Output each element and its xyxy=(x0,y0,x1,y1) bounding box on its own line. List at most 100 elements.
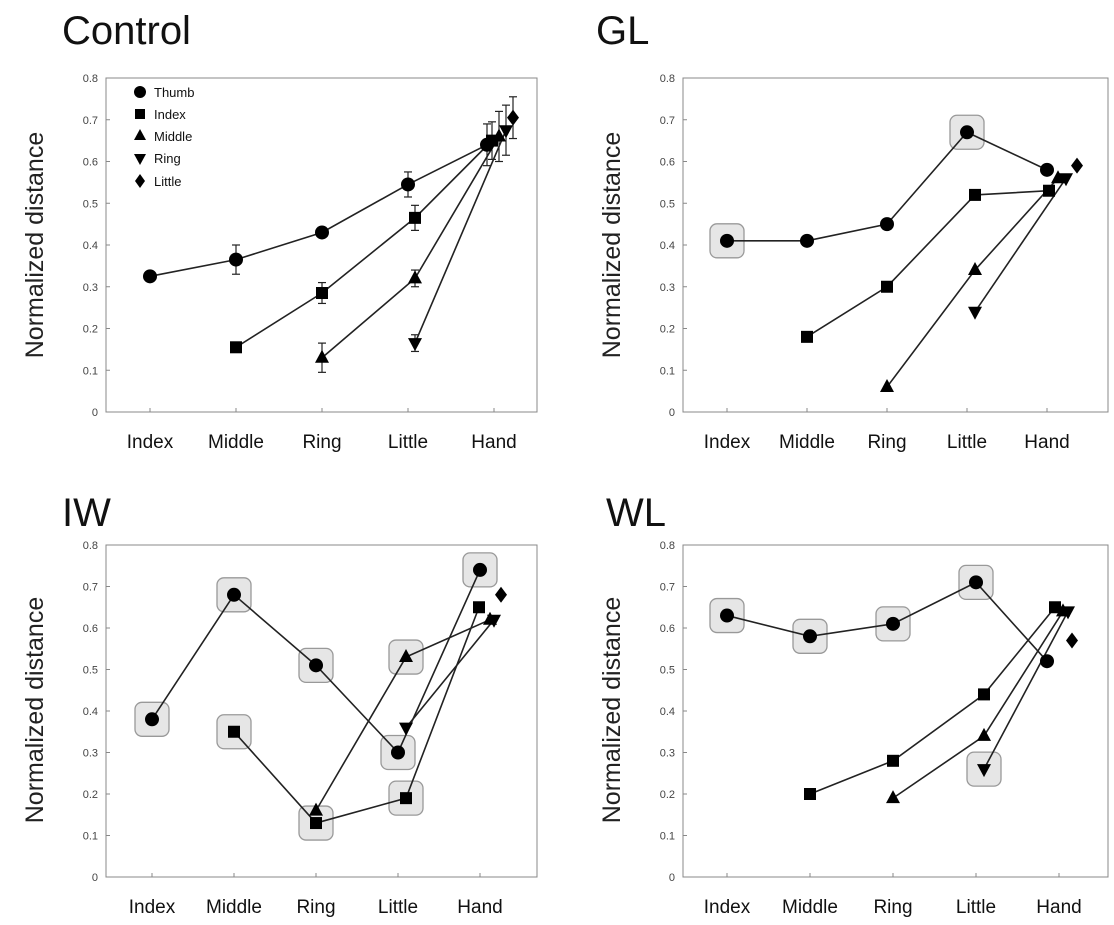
x-ticks-gl: Index Middle Ring Little Hand xyxy=(704,408,1070,453)
data-point-circle xyxy=(800,233,814,248)
y-tick-label: 0.8 xyxy=(83,540,98,552)
x-tick-label: Ring xyxy=(302,432,341,453)
data-point-triangle-down xyxy=(977,764,991,778)
x-tick-label: Index xyxy=(129,897,176,918)
data-point-diamond xyxy=(1066,632,1078,649)
x-tick-label: Middle xyxy=(206,897,262,918)
y-tick-label: 0.2 xyxy=(83,324,98,336)
y-tick-label: 0.3 xyxy=(83,748,98,760)
data-point-triangle-down xyxy=(1061,606,1075,620)
x-tick-label: Hand xyxy=(457,897,502,918)
data-point-circle xyxy=(803,629,817,644)
panel-title-wl: WL xyxy=(606,491,666,535)
y-tick-label: 0.5 xyxy=(660,198,675,210)
series-line-s3 xyxy=(405,619,495,729)
x-tick-label: Little xyxy=(388,432,428,453)
data-point-circle xyxy=(1040,162,1054,177)
data-point-triangle-up xyxy=(315,349,329,363)
y-tick-label: 0.3 xyxy=(83,282,98,294)
panel-title-iw: IW xyxy=(62,491,111,535)
legend-control: Thumb Index Middle Ring Little xyxy=(134,85,194,189)
y-tick-label: 0 xyxy=(92,407,98,419)
y-tick-label: 0 xyxy=(669,407,675,419)
y-tick-label: 0.5 xyxy=(660,665,675,677)
y-tick-label: 0.1 xyxy=(660,365,675,377)
y-tick-label: 0.8 xyxy=(83,73,98,85)
data-point-square xyxy=(316,287,328,300)
y-ticks-iw: 0 0.1 0.2 0.3 0.4 0.5 0.6 0.7 0.8 xyxy=(83,540,110,884)
marker-layer xyxy=(143,109,519,363)
x-tick-label: Middle xyxy=(782,897,838,918)
y-tick-label: 0.7 xyxy=(660,115,675,127)
y-tick-label: 0 xyxy=(92,872,98,884)
y-tick-label: 0.2 xyxy=(83,789,98,801)
x-tick-label: Middle xyxy=(208,432,264,453)
series-line-s3 xyxy=(974,177,1067,313)
x-ticks-wl: Index Middle Ring Little Hand xyxy=(704,873,1082,918)
y-tick-label: 0.7 xyxy=(660,582,675,594)
panel-iw: IW Normalized distance 00.10.20.30.40.50… xyxy=(21,491,538,918)
data-point-triangle-down xyxy=(1059,173,1073,187)
y-ticks-wl: 0 0.1 0.2 0.3 0.4 0.5 0.6 0.7 0.8 xyxy=(660,540,687,884)
data-point-circle xyxy=(229,252,243,267)
series-line-s1 xyxy=(809,606,1056,795)
y-axis-label-gl: Normalized distance xyxy=(598,132,626,359)
data-point-circle xyxy=(720,233,734,248)
y-tick-label: 0.8 xyxy=(660,73,675,85)
data-marks-control xyxy=(143,96,519,373)
data-point-circle xyxy=(315,225,329,240)
panel-title-control: Control xyxy=(62,9,191,53)
y-tick-label: 0.4 xyxy=(83,706,98,718)
data-point-circle xyxy=(473,562,487,577)
data-point-circle xyxy=(391,745,405,760)
data-point-circle xyxy=(401,177,415,192)
data-point-triangle-up xyxy=(399,649,413,663)
x-tick-label: Little xyxy=(378,897,418,918)
y-tick-label: 0.7 xyxy=(83,582,98,594)
x-ticks-iw: Index Middle Ring Little Hand xyxy=(129,873,503,918)
y-tick-label: 0.6 xyxy=(660,623,675,635)
y-tick-label: 0.6 xyxy=(660,157,675,169)
data-point-square xyxy=(400,792,412,805)
y-tick-label: 0.7 xyxy=(83,115,98,127)
data-point-square xyxy=(310,817,322,830)
y-tick-label: 0.4 xyxy=(83,240,98,252)
y-axis-label-wl: Normalized distance xyxy=(598,597,626,824)
data-point-circle xyxy=(969,575,983,590)
y-tick-label: 0.2 xyxy=(660,789,675,801)
x-tick-label: Little xyxy=(947,432,987,453)
data-point-circle xyxy=(880,217,894,232)
legend-entry-middle: Middle xyxy=(154,129,192,144)
data-point-circle xyxy=(309,658,323,673)
line-layer xyxy=(151,569,495,824)
legend-marker-triangle-up xyxy=(134,129,146,140)
data-point-triangle-down xyxy=(968,306,982,320)
x-tick-label: Hand xyxy=(1036,897,1081,918)
data-point-square xyxy=(801,330,813,343)
data-point-circle xyxy=(143,269,157,284)
plot-frame-gl xyxy=(682,77,1109,413)
series-line-s2 xyxy=(886,177,1059,388)
line-layer xyxy=(727,131,1067,388)
panel-gl: GL Normalized distance 00.10.20.30.40.50… xyxy=(596,9,1109,453)
data-point-triangle-up xyxy=(492,128,506,142)
data-point-triangle-up xyxy=(886,790,900,804)
y-tick-label: 0.3 xyxy=(660,282,675,294)
data-point-square xyxy=(887,754,899,767)
data-point-circle xyxy=(145,712,159,727)
data-point-triangle-down xyxy=(399,722,413,736)
x-tick-label: Index xyxy=(704,897,751,918)
marker-layer xyxy=(145,562,507,830)
y-axis-label-iw: Normalized distance xyxy=(21,597,49,824)
data-point-circle xyxy=(720,608,734,623)
x-tick-label: Middle xyxy=(779,432,835,453)
legend-entry-index: Index xyxy=(154,107,186,122)
data-marks-gl xyxy=(709,114,1083,392)
data-point-circle xyxy=(886,616,900,631)
y-tick-label: 0.5 xyxy=(83,198,98,210)
data-point-triangle-up xyxy=(408,270,422,284)
data-point-triangle-down xyxy=(487,614,501,628)
data-point-diamond xyxy=(507,109,519,126)
x-tick-label: Ring xyxy=(873,897,912,918)
